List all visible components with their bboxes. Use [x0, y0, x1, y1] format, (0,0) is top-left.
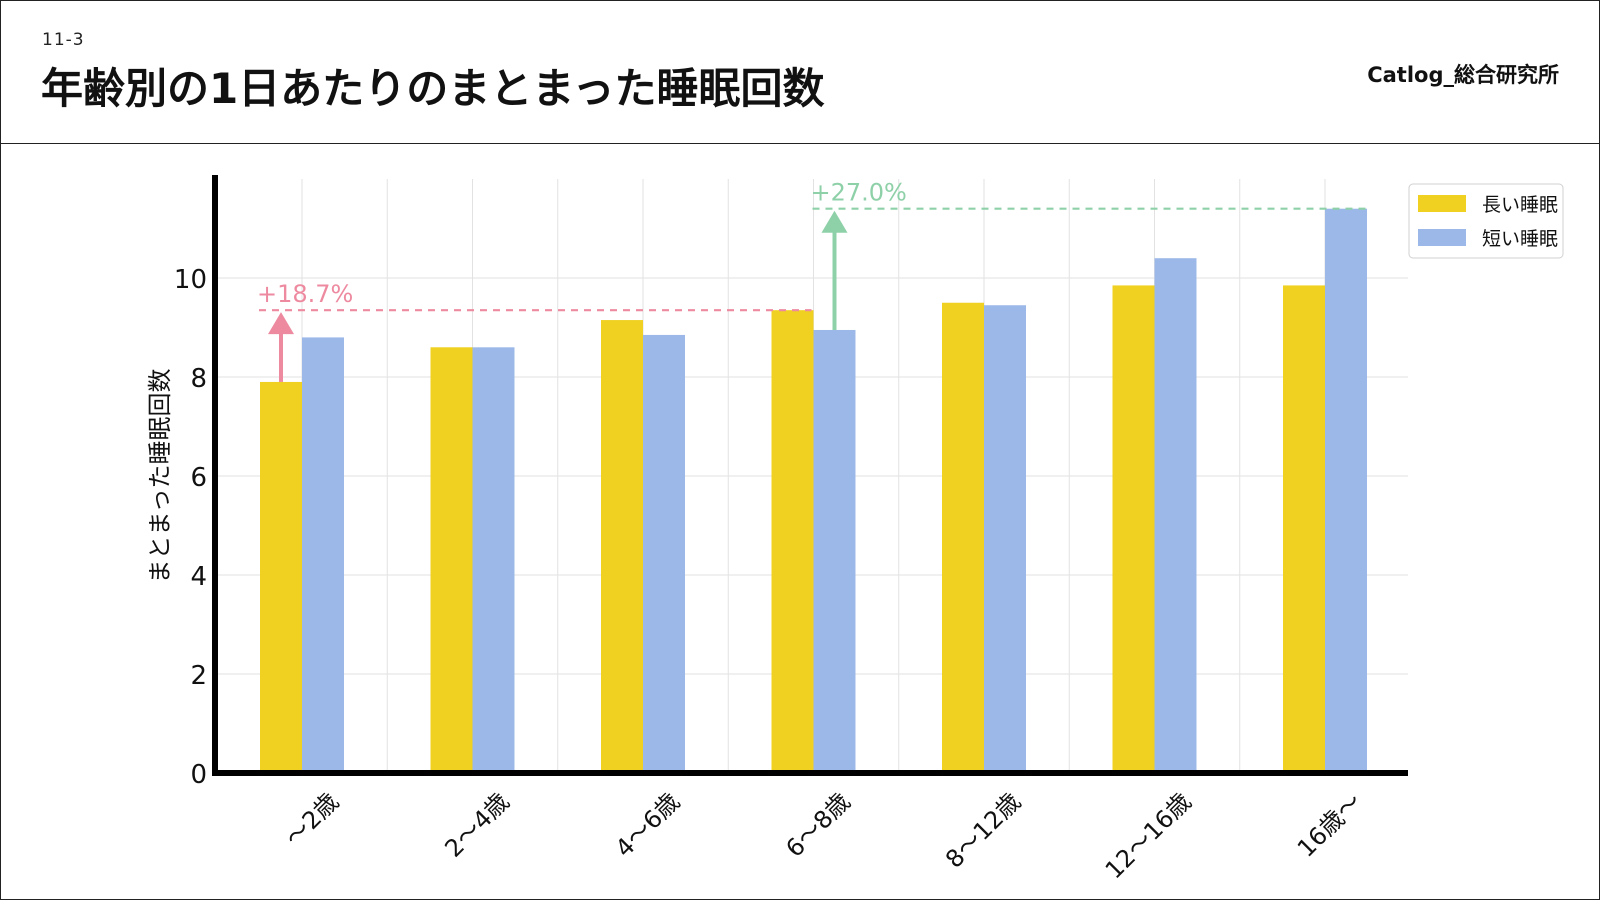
bar: [260, 381, 302, 773]
legend-swatch: [1418, 195, 1466, 212]
bar: [942, 302, 984, 773]
bar: [1154, 258, 1197, 773]
bar: [430, 347, 473, 773]
x-tick-label: 8〜12歳: [940, 787, 1026, 873]
bar: [643, 334, 685, 773]
bar: [302, 337, 344, 773]
x-tick-label: 12〜16歳: [1100, 787, 1197, 884]
y-tick-label: 0: [190, 760, 207, 790]
x-tick-label: 2〜4歳: [439, 787, 514, 862]
slide-header: 11-3 年齢別の1日あたりのまとまった睡眠回数 Catlog_総合研究所: [1, 1, 1599, 144]
y-axis-label: まとまった睡眠回数: [146, 368, 174, 583]
bar: [1283, 285, 1325, 773]
y-tick-label: 6: [190, 463, 207, 493]
bar: [1112, 285, 1155, 773]
bar: [601, 320, 643, 773]
legend-label: 短い睡眠: [1482, 228, 1558, 250]
bar: [813, 329, 856, 773]
y-tick-label: 4: [190, 562, 207, 592]
y-tick-label: 10: [174, 265, 207, 295]
legend-swatch: [1418, 229, 1466, 246]
bar: [771, 310, 814, 773]
bar-chart: +18.7% +27.0% 0 2 4 6 8 10 まとまった睡眠回数〜2歳 2〜4歳 4〜6歳 6…: [146, 175, 1564, 884]
annotation-label: +27.0%: [811, 179, 907, 207]
bar: [984, 305, 1026, 773]
legend-label: 長い睡眠: [1482, 194, 1558, 216]
x-tick-label: 〜2歳: [280, 787, 345, 852]
y-tick-label: 2: [190, 661, 207, 691]
x-tick-label: 16歳〜: [1292, 787, 1367, 862]
slide-number: 11-3: [42, 30, 85, 50]
arrow-head: [821, 210, 848, 233]
bar: [472, 347, 515, 773]
bar: [1325, 208, 1367, 773]
brand-logo: Catlog_総合研究所: [1367, 63, 1559, 87]
arrow-head: [268, 312, 294, 335]
y-tick-label: 8: [190, 364, 207, 394]
x-tick-label: 6〜8歳: [780, 787, 855, 862]
page-title: 年齢別の1日あたりのまとまった睡眠回数: [41, 64, 825, 113]
x-tick-label: 4〜6歳: [610, 787, 685, 862]
annotation-label: +18.7%: [257, 280, 353, 308]
